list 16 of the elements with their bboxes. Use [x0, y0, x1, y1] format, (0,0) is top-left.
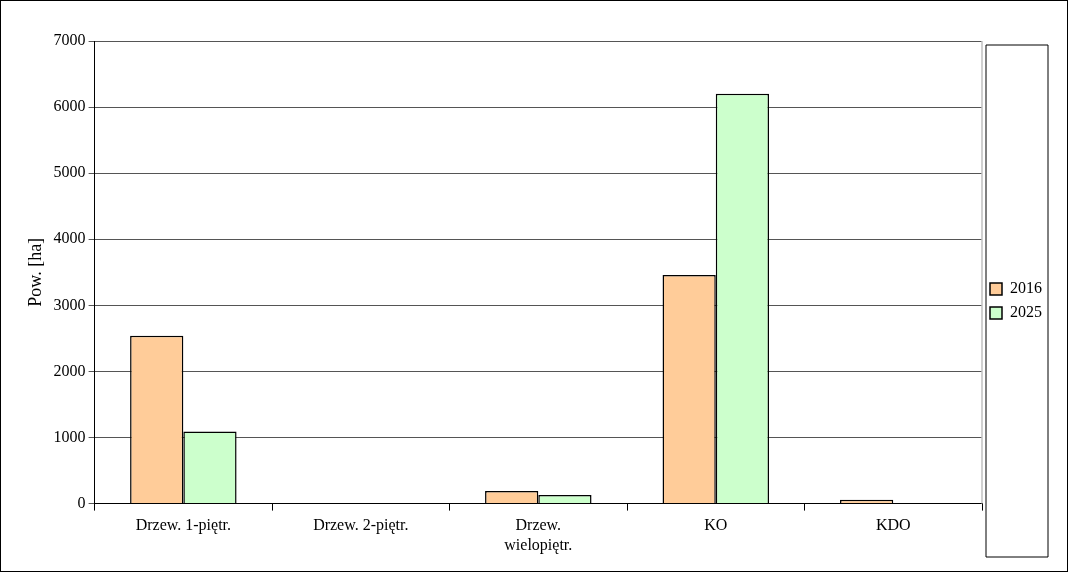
y-tick-label: 6000 [53, 97, 86, 115]
y-tick-label: 1000 [53, 427, 86, 445]
legend-label: 2025 [1010, 303, 1042, 321]
x-tick-label: Drzew. wielopiętr. [504, 516, 573, 554]
y-tick-label: 4000 [53, 229, 86, 247]
y-tick-label: 3000 [53, 295, 86, 313]
x-tick-label: Drzew. 2-piętr. [313, 516, 409, 535]
y-axis-title: Pow. [ha] [24, 237, 45, 307]
legend-label: 2016 [1010, 279, 1042, 297]
y-tick-label: 7000 [53, 31, 86, 49]
x-tick-label: KDO [875, 516, 911, 534]
y-tick-label: 0 [77, 493, 86, 511]
x-tick-label: Drzew. 1-piętr. [135, 516, 232, 535]
y-tick-label: 5000 [53, 163, 86, 181]
y-tick-label: 2000 [53, 361, 86, 379]
x-tick-label: KO [704, 516, 728, 534]
